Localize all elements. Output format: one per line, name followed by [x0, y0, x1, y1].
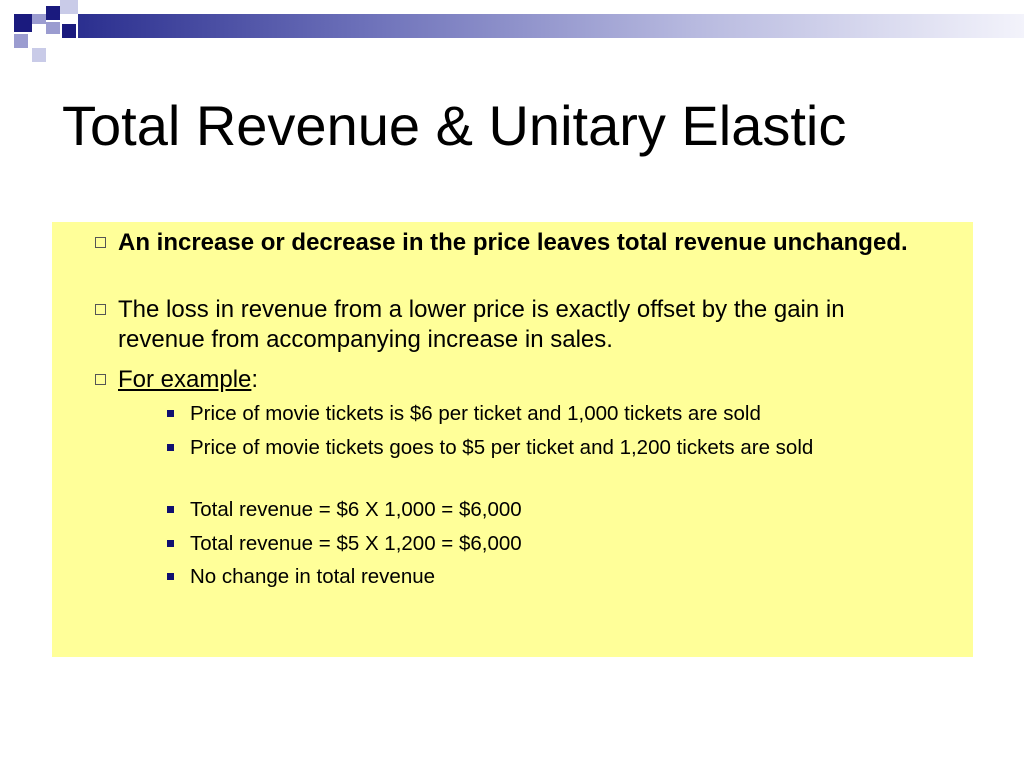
filled-square-bullet-icon [167, 506, 174, 513]
filled-square-bullet-icon [167, 410, 174, 417]
sub-bullet-item: Price of movie tickets goes to $5 per ti… [167, 434, 930, 462]
bullet-text: An increase or decrease in the price lea… [118, 229, 908, 256]
filled-square-bullet-icon [167, 573, 174, 580]
sub-bullet-item: Total revenue = $6 X 1,000 = $6,000 [167, 496, 930, 524]
slide-title: Total Revenue & Unitary Elastic [62, 94, 847, 157]
content-box: An increase or decrease in the price lea… [52, 222, 973, 657]
bullet-item: An increase or decrease in the price lea… [95, 228, 918, 258]
sub-bullet-item: Total revenue = $5 X 1,200 = $6,000 [167, 530, 930, 558]
filled-square-bullet-icon [167, 444, 174, 451]
corner-square-decoration [46, 6, 60, 20]
hollow-square-bullet-icon [95, 304, 106, 315]
sub-bullet-item: No change in total revenue [167, 563, 930, 591]
sub-bullet-text: Price of movie tickets is $6 per ticket … [190, 402, 761, 425]
corner-square-decoration [14, 34, 28, 48]
header-gradient-bar [78, 14, 1024, 38]
sub-bullet-item: Price of movie tickets is $6 per ticket … [167, 400, 930, 428]
corner-square-decoration [32, 14, 46, 24]
sub-bullet-text: No change in total revenue [190, 565, 436, 588]
bullet-item: For example: [95, 365, 918, 395]
corner-square-decoration [14, 14, 32, 32]
bullet-suffix: : [251, 366, 259, 393]
filled-square-bullet-icon [167, 540, 174, 547]
corner-square-decoration [46, 22, 60, 34]
sub-bullet-text: Price of movie tickets goes to $5 per ti… [190, 436, 814, 459]
corner-square-decoration [60, 0, 78, 14]
example-link[interactable]: For example [118, 366, 252, 393]
hollow-square-bullet-icon [95, 374, 106, 385]
sub-bullet-text: Total revenue = $6 X 1,000 = $6,000 [190, 498, 522, 521]
corner-square-decoration [62, 24, 76, 38]
hollow-square-bullet-icon [95, 237, 106, 248]
bullet-text: The loss in revenue from a lower price i… [118, 296, 845, 353]
bullet-item: The loss in revenue from a lower price i… [95, 295, 918, 355]
sub-bullet-text: Total revenue = $5 X 1,200 = $6,000 [190, 532, 522, 555]
corner-square-decoration [32, 48, 46, 62]
